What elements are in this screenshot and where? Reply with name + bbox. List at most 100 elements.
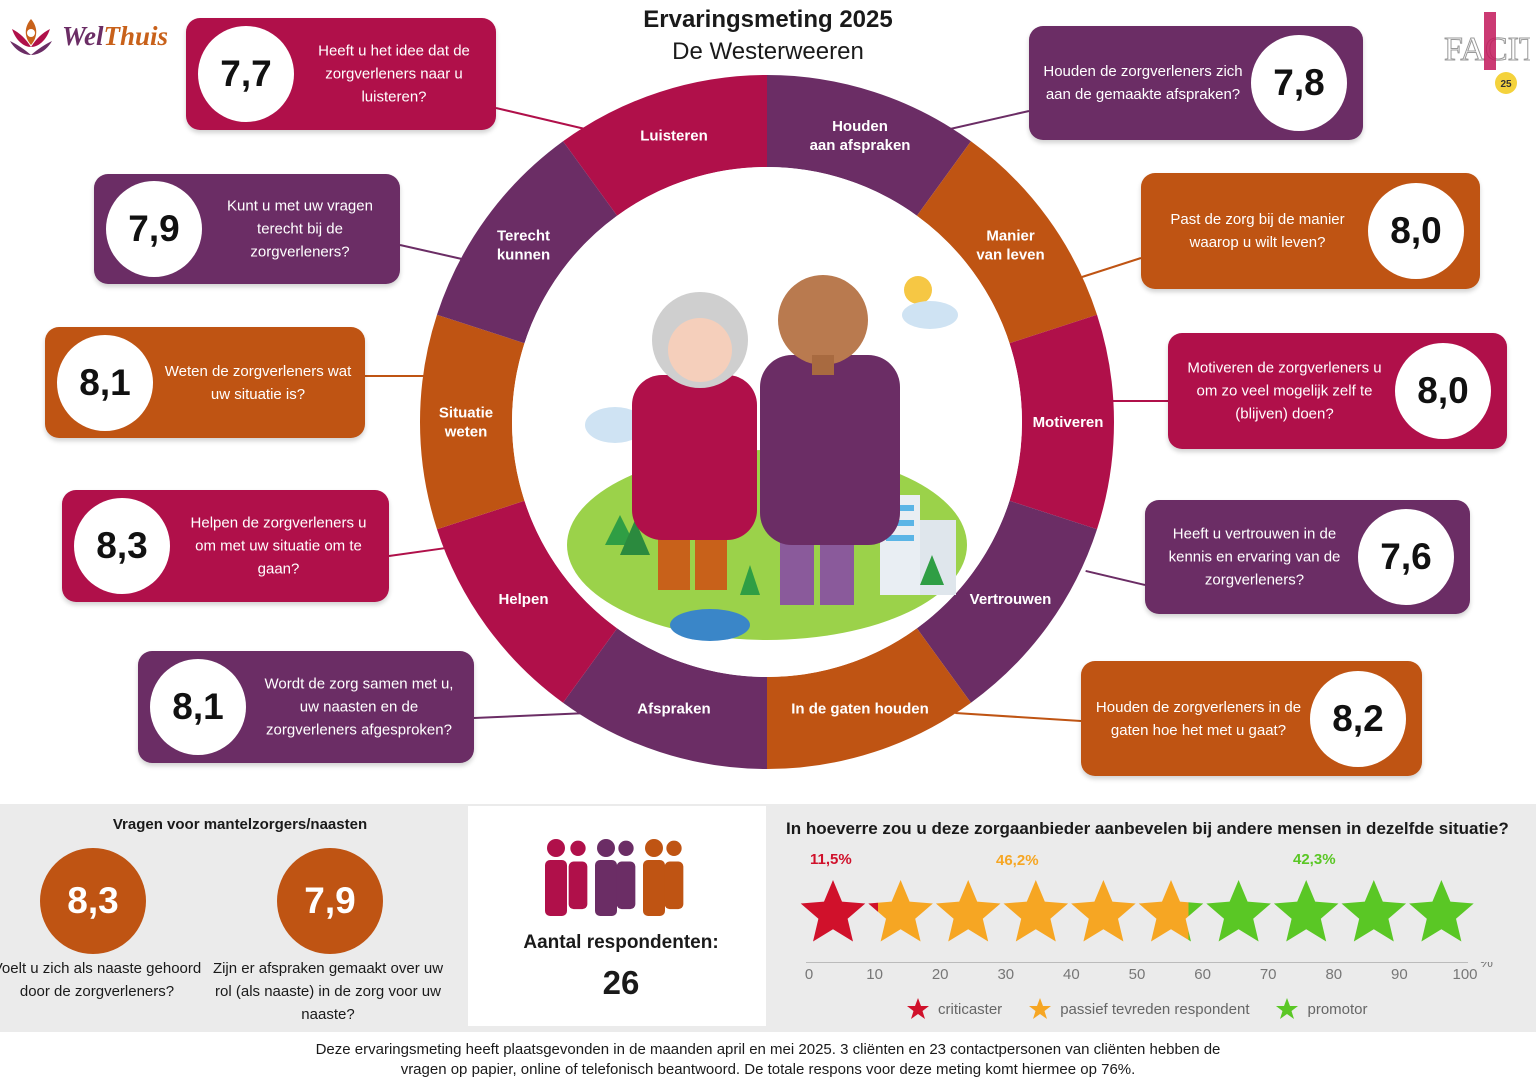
legend-criticaster-label: criticaster	[938, 1000, 1003, 1018]
legend-passief: passief tevreden respondent	[1028, 997, 1249, 1021]
person-body-2	[568, 861, 588, 910]
ring-segment-label-8: Helpen	[498, 591, 548, 608]
lotus-logo-icon	[10, 19, 52, 55]
question-score-5: 8,1	[57, 334, 153, 431]
person-head-1	[547, 839, 565, 857]
ring-segment-label-1: Luisteren	[640, 128, 708, 145]
person-head-5	[645, 839, 663, 857]
ring-segment-label-7: Afspraken	[637, 700, 710, 717]
ring-segment-label-3: Manier van leven	[976, 228, 1044, 264]
logo-thuis: Thuis	[103, 20, 169, 51]
recommend-star-10	[1409, 880, 1474, 942]
recommend-star-9	[1341, 880, 1407, 942]
bottom-panel	[0, 804, 1536, 1032]
person-head-4	[618, 840, 634, 856]
respondents-label: Aantal respondenten:	[523, 932, 719, 953]
axis-tick-70: 70	[1260, 966, 1277, 983]
question-score-2: 7,8	[1251, 35, 1347, 131]
question-card-10: 8,2 Houden de zorgverleners in de gaten h…	[1081, 661, 1422, 776]
footer-line-1: Deze ervaringsmeting heeft plaatsgevonde…	[315, 1041, 1221, 1058]
question-card-4: 8,0 Past de zorg bij de manier waarop u w…	[1141, 173, 1480, 289]
person-head-3	[597, 839, 615, 857]
percentage-axis: 0 10 20 30 40 50 60 70 80 90 100%	[796, 954, 1496, 986]
question-score-1: 7,7	[198, 26, 294, 122]
facit-logo: FACIT 25	[1440, 8, 1536, 98]
criticaster-percentage: 11,5%	[810, 851, 852, 868]
legend-criticaster: criticaster	[906, 997, 1002, 1021]
mantelzorg-title: Vragen voor mantelzorgers/naasten	[112, 816, 368, 833]
respondents-count: 26	[602, 964, 640, 1001]
question-card-3: 7,9 Kunt u met uw vragen terecht bij de z…	[94, 174, 400, 284]
recommend-legend: criticaster passief tevreden respondent …	[906, 996, 1426, 1022]
recommend-star-1	[800, 880, 866, 942]
question-text-10: Houden de zorgverleners in de gaten hoe …	[1095, 698, 1302, 739]
ring-segment-label-9: Situatie weten	[439, 405, 493, 441]
question-card-5: 8,1 Weten de zorgverleners wat uw situati…	[45, 327, 365, 438]
ring-chart: Luisteren Houden aan afspraken Manier van le…	[420, 75, 1114, 769]
question-card-7: 8,3 Helpen de zorgverleners u om met uw s…	[62, 490, 389, 602]
recommend-stars	[796, 878, 1486, 950]
people-group-icon	[545, 839, 684, 916]
question-score-8: 7,6	[1358, 509, 1454, 605]
ring-segment-label-5: Vertrouwen	[970, 591, 1052, 608]
page-title: Ervaringsmeting 2025	[643, 6, 893, 33]
page-title-block: Ervaringsmeting 2025 De Westerweeren	[560, 6, 976, 66]
ring-svg: Luisteren Houden aan afspraken Manier van le…	[420, 75, 1114, 769]
yellow-star-icon	[1029, 998, 1052, 1019]
ring-segment-label-4: Motiveren	[1033, 414, 1104, 431]
elderly-couple-illustration	[567, 275, 967, 641]
footer-line-2: vragen op papier, online of telefonisch …	[400, 1061, 1136, 1078]
ring-segment-2	[767, 75, 971, 216]
question-text-9: Wordt de zorg samen met u, uw naasten en…	[264, 675, 454, 739]
card-connector-6	[1112, 400, 1168, 402]
recommend-star-7	[1206, 880, 1271, 942]
question-score-3: 7,9	[106, 181, 202, 277]
logo-wel: Wel	[62, 20, 104, 51]
recommend-title: In hoeverre zou u deze zorgaanbieder aan…	[786, 819, 1509, 838]
legend-promotor: promotor	[1275, 997, 1368, 1021]
mantelzorg-question-1: Voelt u zich als naaste gehoord door de …	[0, 960, 202, 1000]
person-body-4	[616, 861, 636, 910]
axis-tick-50: 50	[1129, 966, 1146, 983]
question-card-1: 7,7 Heeft u het idee dat de zorgverleners…	[186, 18, 496, 130]
respondents-card	[468, 806, 766, 1026]
question-text-2: Houden de zorgverleners zich aan de gema…	[1043, 63, 1243, 103]
axis-tick-30: 30	[997, 966, 1014, 983]
page-subtitle: De Westerweeren	[672, 38, 864, 65]
question-card-2: 7,8 Houden de zorgverleners zich aan de g…	[1029, 26, 1363, 140]
recommend-star-8	[1273, 880, 1339, 942]
question-text-4: Past de zorg bij de manier waarop u wilt…	[1170, 211, 1345, 251]
mantelzorg-score-2: 7,9	[277, 848, 383, 954]
person-body-3	[595, 860, 617, 916]
legend-passief-label: passief tevreden respondent	[1060, 1000, 1250, 1018]
person-body-5	[643, 860, 665, 916]
question-score-7: 8,3	[74, 498, 170, 594]
person-body-6	[664, 861, 684, 910]
welthuis-logo: WelThuis	[6, 10, 186, 62]
red-star-icon	[907, 998, 929, 1019]
question-card-9: 8,1 Wordt de zorg samen met u, uw naasten…	[138, 651, 474, 763]
question-text-8: Heeft u vertrouwen in de kennis en ervar…	[1168, 525, 1341, 589]
person-body-1	[545, 860, 567, 916]
ring-segment-7	[563, 628, 767, 769]
recommend-star-6	[1138, 880, 1204, 942]
question-text-7: Helpen de zorgverleners u om met uw situ…	[190, 514, 367, 578]
ring-segment-label-2: Houden aan afspraken	[810, 118, 911, 154]
question-text-3: Kunt u met uw vragen terecht bij de zorg…	[227, 197, 373, 261]
ring-segment-10	[436, 141, 618, 344]
question-score-4: 8,0	[1368, 183, 1464, 279]
axis-unit: %	[1480, 962, 1493, 971]
question-score-6: 8,0	[1395, 343, 1491, 439]
card-connector-5	[365, 375, 426, 377]
recommend-star-3	[935, 880, 1001, 942]
passief-percentage: 46,2%	[996, 852, 1039, 869]
axis-tick-20: 20	[932, 966, 949, 983]
ring-segment-1	[563, 75, 767, 216]
axis-tick-40: 40	[1063, 966, 1080, 983]
facit-badge-text: 25	[1500, 79, 1512, 90]
ring-segment-9	[420, 314, 525, 530]
question-text-6: Motiveren de zorgverleners u om zo veel …	[1187, 359, 1382, 423]
recommend-star-4	[1003, 880, 1069, 942]
logo-wordmark: WelThuis	[62, 21, 168, 52]
ring-segment-3	[916, 141, 1098, 344]
